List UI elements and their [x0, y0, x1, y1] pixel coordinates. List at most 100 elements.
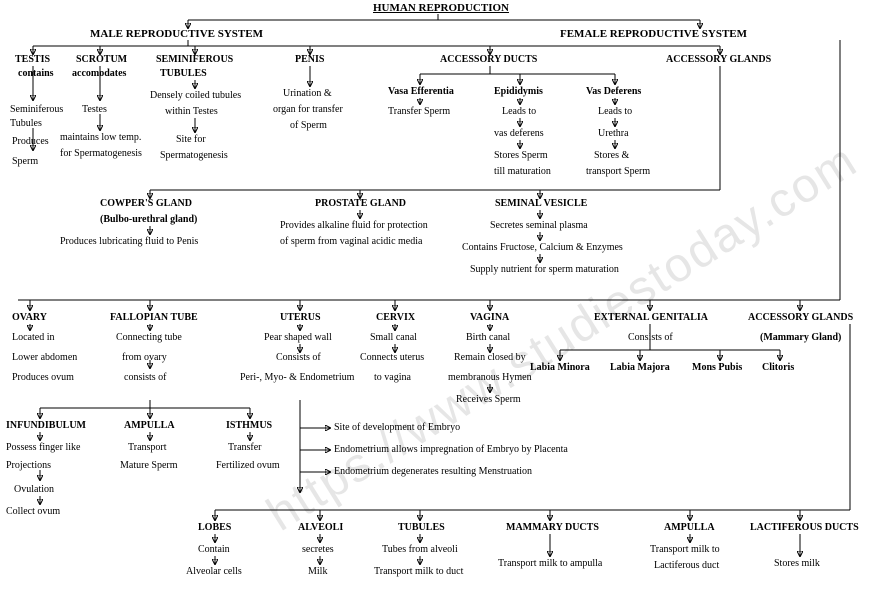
lobes-l1: Contain [198, 544, 230, 556]
inf-l4: Collect ovum [6, 506, 60, 518]
testis-l5: Sperm [12, 156, 38, 168]
seminal-l1: Secretes seminal plasma [490, 220, 588, 232]
vasdef-l1: Leads to [598, 106, 632, 118]
title: HUMAN REPRODUCTION [373, 2, 509, 15]
cowper-h: COWPER'S GLAND [100, 198, 192, 210]
amp2-l1: Transport milk to [650, 544, 720, 556]
epi-h: Epididymis [494, 86, 543, 98]
epi-l2: vas deferens [494, 128, 544, 140]
alv-l1: secretes [302, 544, 334, 556]
testis-l1: contains [18, 68, 54, 80]
uterus-n3: Endometrium degenerates resulting Menstr… [334, 466, 532, 478]
ovary-l1: Located in [12, 332, 54, 344]
vagina-h: VAGINA [470, 312, 509, 324]
lobes-l2: Alveolar cells [186, 566, 242, 578]
vagina-l2: Remain closed by [454, 352, 526, 364]
fallopian-h: FALLOPIAN TUBE [110, 312, 198, 324]
ext-c: Mons Pubis [692, 362, 742, 374]
ext-b: Labia Majora [610, 362, 670, 374]
fallopian-l1: Connecting tube [116, 332, 182, 344]
epi-l1: Leads to [502, 106, 536, 118]
female-heading: FEMALE REPRODUCTIVE SYSTEM [560, 28, 747, 41]
testis-l3: Tubules [10, 118, 42, 130]
scrotum-l4: for Spermatogenesis [60, 148, 142, 160]
amp2-h: AMPULLA [664, 522, 715, 534]
seminal-l2: Contains Fructose, Calcium & Enzymes [462, 242, 623, 254]
amp-l1: Transport [128, 442, 167, 454]
tub-l2: Transport milk to duct [374, 566, 463, 578]
glands-h: ACCESSORY GLANDS [666, 54, 771, 66]
cowper-sub: (Bulbo-urethral gland) [100, 214, 197, 226]
seminiferous-h: SEMINIFEROUS [156, 54, 233, 66]
ovary-l3: Produces ovum [12, 372, 74, 384]
inf-l3: Ovulation [14, 484, 54, 496]
acc-h: ACCESSORY GLANDS [748, 312, 853, 324]
cervix-l1: Small canal [370, 332, 417, 344]
cowper-l1: Produces lubricating fluid to Penis [60, 236, 198, 248]
seminal-h: SEMINAL VESICLE [495, 198, 587, 210]
alv-l2: Milk [308, 566, 327, 578]
penis-l2: organ for transfer [273, 104, 343, 116]
vasaeff-h: Vasa Efferentia [388, 86, 454, 98]
isth-h: ISTHMUS [226, 420, 272, 432]
penis-l1: Urination & [283, 88, 332, 100]
semin-l3: Site for [176, 134, 206, 146]
cervix-l3: to vagina [374, 372, 411, 384]
scrotum-l1: accomodates [72, 68, 126, 80]
uterus-h: UTERUS [280, 312, 321, 324]
semin-l4: Spermatogenesis [160, 150, 228, 162]
alv-h: ALVEOLI [298, 522, 343, 534]
fallopian-l3: consists of [124, 372, 167, 384]
uterus-l2: Consists of [276, 352, 321, 364]
acc-sub: (Mammary Gland) [760, 332, 841, 344]
testis-h: TESTIS [15, 54, 50, 66]
vasdef-l4: transport Sperm [586, 166, 650, 178]
vasdef-l2: Urethra [598, 128, 629, 140]
uterus-l1: Pear shaped wall [264, 332, 332, 344]
cervix-l2: Connects uterus [360, 352, 424, 364]
amp2-l2: Lactiferous duct [654, 560, 719, 572]
vagina-l1: Birth canal [466, 332, 510, 344]
ducts-h: ACCESSORY DUCTS [440, 54, 537, 66]
isth-l2: Fertilized ovum [216, 460, 280, 472]
testis-l2: Seminiferous [10, 104, 63, 116]
amp-l2: Mature Sperm [120, 460, 178, 472]
penis-h: PENIS [295, 54, 324, 66]
prostate-l2: of sperm from vaginal acidic media [280, 236, 422, 248]
prostate-h: PROSTATE GLAND [315, 198, 406, 210]
seminal-l3: Supply nutrient for sperm maturation [470, 264, 619, 276]
ext-a: Labia Minora [530, 362, 590, 374]
vasaeff-l1: Transfer Sperm [388, 106, 450, 118]
ext-l1: Consists of [628, 332, 673, 344]
inf-h: INFUNDIBULUM [6, 420, 86, 432]
md-h: MAMMARY DUCTS [506, 522, 599, 534]
male-heading: MALE REPRODUCTIVE SYSTEM [90, 28, 263, 41]
fallopian-l2: from ovary [122, 352, 167, 364]
ovary-l2: Lower abdomen [12, 352, 77, 364]
isth-l1: Transfer [228, 442, 262, 454]
md-l2: Transport milk to ampulla [498, 558, 602, 570]
vasdef-l3: Stores & [594, 150, 629, 162]
semin-l1: Densely coiled tubules [150, 90, 241, 102]
prostate-l1: Provides alkaline fluid for protection [280, 220, 428, 232]
scrotum-l3: maintains low temp. [60, 132, 141, 144]
vagina-l4: Receives Sperm [456, 394, 521, 406]
ext-d: Clitoris [762, 362, 794, 374]
semin-l2: within Testes [165, 106, 218, 118]
ext-h: EXTERNAL GENITALIA [594, 312, 708, 324]
scrotum-h: SCROTUM [76, 54, 127, 66]
vagina-l3: membranous Hymen [448, 372, 532, 384]
vasdef-h: Vas Deferens [586, 86, 641, 98]
penis-l3: of Sperm [290, 120, 327, 132]
ld-l2: Stores milk [774, 558, 820, 570]
uterus-n2: Endometrium allows impregnation of Embry… [334, 444, 568, 456]
lobes-h: LOBES [198, 522, 231, 534]
testis-l4: Produces [12, 136, 49, 148]
tub-l1: Tubes from alveoli [382, 544, 458, 556]
inf-l1: Possess finger like [6, 442, 80, 454]
uterus-l3: Peri-, Myo- & Endometrium [240, 372, 354, 384]
scrotum-l2: Testes [82, 104, 107, 116]
epi-l4: till maturation [494, 166, 551, 178]
ld-h: LACTIFEROUS DUCTS [750, 522, 859, 534]
inf-l2: Projections [6, 460, 51, 472]
